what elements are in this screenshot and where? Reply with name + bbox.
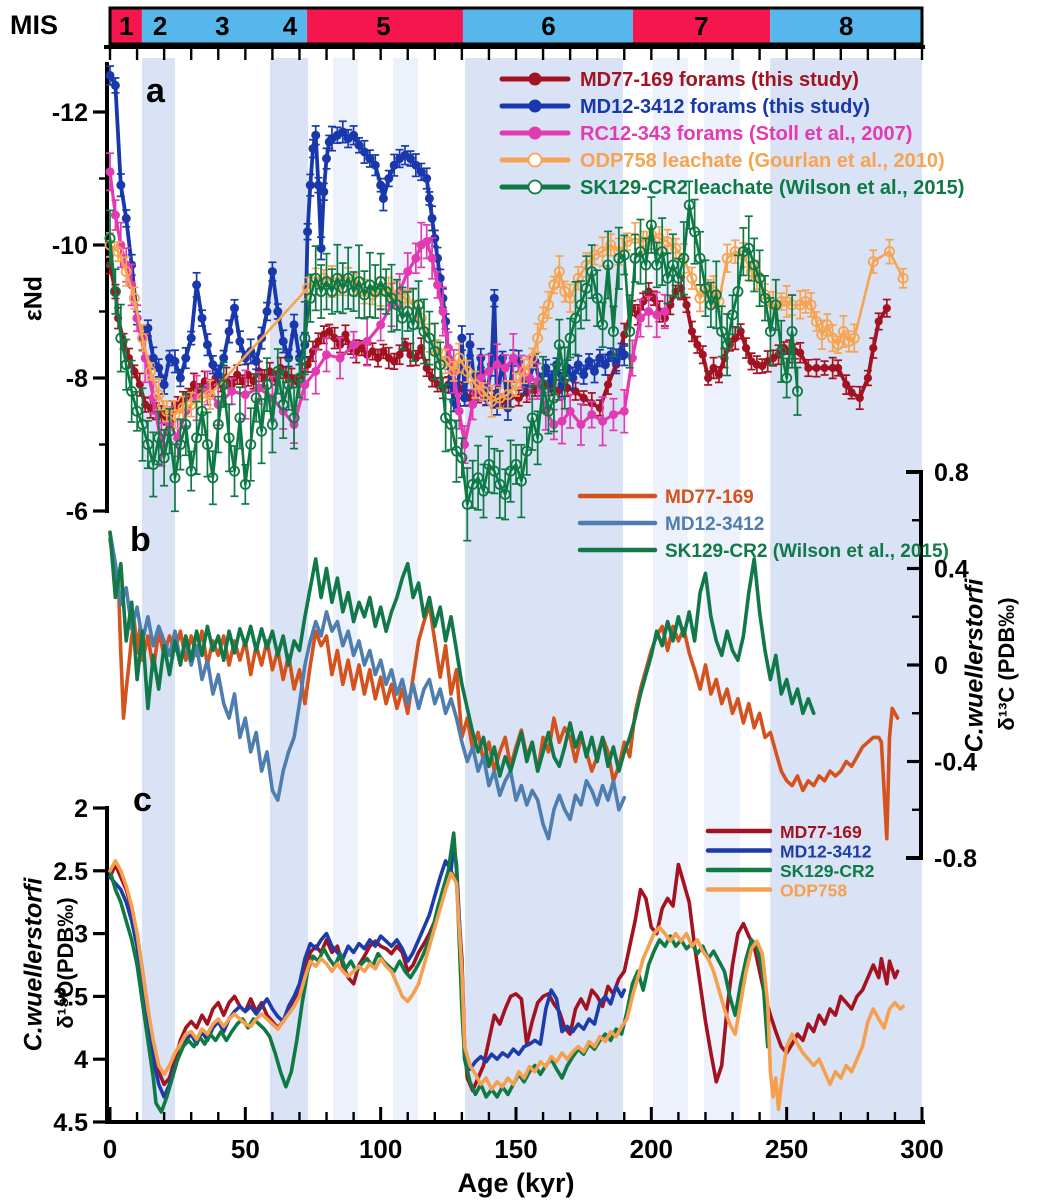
x-tick-label: 100 [359,1134,402,1164]
legend-item: SK129-CR2 [705,861,875,881]
mis-segment [770,8,922,44]
mis-segment [462,8,633,44]
legend-label: ODP758 leachate (Gourlan et al., 2010) [580,150,945,172]
x-tick-label: 300 [900,1134,943,1164]
panel-letter-c: c [133,781,152,819]
legend-label: MD12-3412 [665,514,764,535]
legend-marker-icon [527,152,543,168]
series-MD12-3412 [108,530,627,841]
glacial-band [269,58,309,1122]
mis-stage-number: 6 [541,11,555,41]
legend-panel-a: MD77-169 forams (this study) MD12-3412 fo… [499,69,964,199]
panel-c-y-axis-unit-label: δ¹⁸O(PDB‰) [53,897,78,1029]
legend-item: MD12-3412 forams (this study) [499,96,870,118]
panel-c-tick-label: 2.5 [53,858,88,886]
legend-item: SK129-CR2 (Wilson et al., 2015) [577,541,949,562]
panel-b-y-axis-species-label: C.wuellerstorfi [960,578,989,753]
legend-marker-icon [527,179,543,195]
mis-stage-number: 7 [694,11,708,41]
panel-letter-a: a [146,72,165,110]
panel-c-tick-label: 2 [74,795,88,823]
panel-b-tick-label: -0.8 [934,845,977,873]
glacial-band [141,58,175,1122]
legend-label: SK129-CR2 (Wilson et al., 2015) [665,541,949,562]
legend-item: ODP758 [705,881,847,901]
mis-stage-number: 1 [119,11,133,41]
glacial-bands [141,58,922,1122]
panel-c-tick-label: 3 [74,921,88,949]
legend-label: MD12-3412 [780,842,872,862]
series-SK129-CR2 [108,530,816,778]
mis-stage-number: 4 [283,11,298,41]
legend-label: SK129-CR2 [780,861,875,881]
series-SK129-CR2 [108,831,770,1114]
legend-item: RC12-343 forams (Stoll et al., 2007) [499,123,912,145]
legend-item: SK129-CR2 leachate (Wilson et al., 2015) [499,177,964,199]
legend-label: MD77-169 [780,822,862,842]
top-axis [104,45,925,60]
legend-item: MD77-169 forams (this study) [499,69,859,91]
panel-b-tick-label: 0.8 [934,459,969,487]
panel-c-y-axis: 2 2.5 3 3.5 4 4.5 [53,795,109,1137]
mis-stage-number: 2 [153,11,167,41]
x-axis: 0 50 100 150 200 250 300 [103,1107,944,1164]
x-tick-label: 200 [630,1134,673,1164]
panel-b-y-axis-unit-label: δ¹³C (PDB‰) [994,597,1019,731]
mis-segment [110,8,142,44]
mis-segment [632,8,771,44]
panel-b-y-axis: 0.8 0.4 0 -0.4 -0.8 [906,459,977,873]
mis-segment [307,8,463,44]
glacial-band [465,58,623,1122]
mis-bar-border [108,6,924,46]
mis-stage-number: 3 [215,11,229,41]
panel-a-tick-label: -6 [66,498,88,526]
x-axis-label: Age (kyr) [457,1168,575,1198]
legend-label: MD12-3412 forams (this study) [580,96,870,118]
legend-marker-icon [528,72,542,86]
legend-panel-b: MD77-169 MD12-3412 SK129-CR2 (Wilson et al… [577,487,949,562]
legend-label: ODP758 [780,881,847,901]
panel-c-tick-label: 3.5 [53,983,88,1011]
panel-b-tick-label: 0.4 [934,556,969,584]
legend-item: MD77-169 [705,822,862,842]
legend-item: MD12-3412 [577,514,764,535]
panel-a-tick-label: -8 [66,365,88,393]
panel-a-tick-label: -10 [52,232,88,260]
legend-marker-icon [528,99,542,113]
mis-stage-number: 8 [839,11,853,41]
x-tick-label: 50 [231,1134,260,1164]
series-ODP758 [108,858,905,1112]
mis-segment [141,8,308,44]
mis-stage-number: 5 [376,11,390,41]
legend-item: ODP758 leachate (Gourlan et al., 2010) [499,150,945,172]
mis-stage-bar: 1 5 6 7 8 2 3 4 [108,6,924,46]
series-SK129-CR2 [104,180,803,542]
legend-label: MD77-169 [665,487,754,508]
x-tick-label: 150 [494,1134,537,1164]
x-tick-label: 0 [103,1134,117,1164]
legend-label: RC12-343 forams (Stoll et al., 2007) [580,123,912,145]
panel-b-tick-label: -0.4 [934,749,977,777]
substage-band [704,58,741,1122]
x-tick-label: 250 [765,1134,808,1164]
legend-label: SK129-CR2 leachate (Wilson et al., 2015) [580,177,964,199]
panel-a-tick-label: -12 [52,99,88,127]
glacial-band [770,58,922,1122]
legend-item: MD77-169 [577,487,754,508]
panel-c-tick-label: 4.5 [53,1109,88,1137]
panel-a-y-axis-label: εNd [19,275,48,322]
panel-a-y-axis: -12 -10 -8 -6 [52,62,109,526]
panel-c-y-axis-species-label: C.wuellerstorfi [19,877,48,1052]
mis-axis-title: MIS [10,10,59,40]
panel-letter-b: b [130,521,151,559]
panel-c-tick-label: 4 [74,1046,88,1074]
legend-label: MD77-169 forams (this study) [580,69,859,91]
legend-item: MD12-3412 [705,842,872,862]
panel-b-tick-label: 0 [934,652,948,680]
legend-marker-icon [528,126,542,140]
